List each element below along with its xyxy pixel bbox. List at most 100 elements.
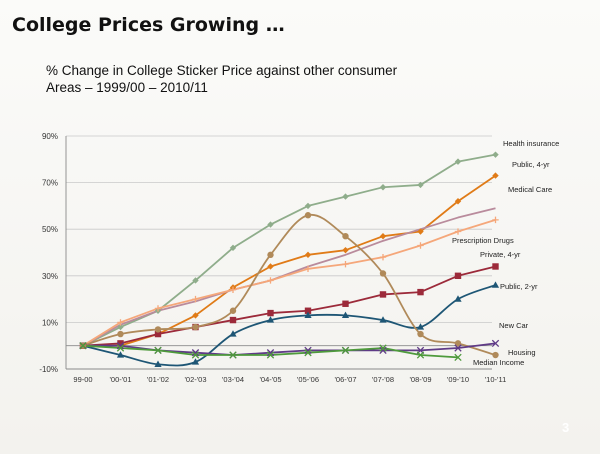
x-tick-label: '05-'06 xyxy=(297,375,319,384)
subtitle-line-2: Areas – 1999/00 – 2010/11 xyxy=(46,80,208,95)
axes: -10% 10% 30% 50% 70% 90% 99-00 '00-'01 '01-'02 '0… xyxy=(39,132,506,384)
y-tick-label: 10% xyxy=(42,318,58,327)
series-label-public-2-yr: Public, 2-yr xyxy=(500,282,538,291)
data-point-new-car xyxy=(417,330,424,338)
series-markers xyxy=(79,151,500,367)
data-point-housing xyxy=(379,346,387,355)
data-point-health-insurance xyxy=(229,244,237,252)
data-point-public-4-yr xyxy=(417,228,424,235)
data-point-new-car xyxy=(492,351,499,359)
data-point-private-4-yr xyxy=(417,288,424,296)
x-tick-label: '01-'02 xyxy=(147,375,169,384)
data-point-public-2-yr xyxy=(341,311,350,319)
data-point-housing xyxy=(191,349,200,357)
y-tick-label: 70% xyxy=(42,179,58,188)
data-point-median-income xyxy=(266,351,275,359)
data-point-median-income xyxy=(304,349,312,357)
data-point-housing xyxy=(454,344,462,352)
y-tick-label: 50% xyxy=(42,225,58,234)
x-tick-label: '06-'07 xyxy=(334,375,356,384)
data-point-health-insurance xyxy=(304,202,312,210)
data-point-public-4-yr xyxy=(304,251,312,259)
y-tick-label: 90% xyxy=(42,132,58,141)
data-point-median-income xyxy=(229,351,237,359)
data-point-new-car xyxy=(304,212,312,219)
series-lines xyxy=(82,153,497,367)
x-tick-label: '00-'01 xyxy=(109,375,131,384)
data-point-public-4-yr xyxy=(192,312,199,319)
data-point-median-income xyxy=(79,342,87,350)
data-point-prescription-drugs xyxy=(379,253,387,261)
chart-subtitle: % Change in College Sticker Price agains… xyxy=(46,62,466,96)
data-point-new-car xyxy=(454,340,462,347)
x-tick-label: '04-'05 xyxy=(259,375,281,384)
data-point-public-4-yr xyxy=(342,246,349,254)
data-point-public-2-yr xyxy=(304,311,312,319)
data-point-public-2-yr xyxy=(191,358,200,365)
series-label-new-car: New Car xyxy=(499,321,529,330)
data-point-prescription-drugs xyxy=(454,228,462,235)
data-point-public-2-yr xyxy=(229,330,237,337)
data-point-health-insurance xyxy=(342,193,349,200)
data-point-median-income xyxy=(379,344,387,352)
data-point-health-insurance xyxy=(267,221,274,228)
data-point-prescription-drugs xyxy=(192,295,199,303)
data-point-housing xyxy=(491,339,500,348)
data-point-public-2-yr xyxy=(154,360,162,367)
data-point-new-car xyxy=(192,323,199,331)
data-point-health-insurance xyxy=(454,158,462,165)
series-label-prescription-drugs: Prescription Drugs xyxy=(452,236,514,245)
x-tick-label: 99-00 xyxy=(73,375,92,384)
data-point-private-4-yr xyxy=(267,309,274,317)
data-point-public-2-yr xyxy=(416,323,425,330)
data-point-public-2-yr xyxy=(491,281,500,288)
data-point-prescription-drugs xyxy=(304,265,312,273)
subtitle-line-1: % Change in College Sticker Price agains… xyxy=(46,63,398,78)
data-point-health-insurance xyxy=(117,323,124,331)
x-tick-label: '10-'11 xyxy=(485,375,507,384)
series-labels: Health insurance Public, 4-yr Medical Care… xyxy=(452,139,559,367)
x-tick-label: '08-'09 xyxy=(409,375,431,384)
data-point-new-car xyxy=(229,307,237,314)
data-point-public-2-yr xyxy=(266,316,275,323)
series-label-health-insurance: Health insurance xyxy=(503,139,559,148)
data-point-housing xyxy=(266,349,275,357)
series-label-median-income: Median Income xyxy=(473,358,524,367)
data-point-private-4-yr xyxy=(154,330,162,338)
data-point-health-insurance xyxy=(379,184,387,191)
data-point-new-car xyxy=(267,251,274,259)
y-tick-label: -10% xyxy=(39,365,58,374)
x-tick-label: '03-'04 xyxy=(222,375,244,384)
data-point-prescription-drugs xyxy=(229,286,237,293)
data-point-median-income xyxy=(116,344,125,352)
data-point-private-4-yr xyxy=(379,291,387,298)
data-point-private-4-yr xyxy=(304,307,312,314)
data-point-median-income xyxy=(341,346,350,355)
data-point-private-4-yr xyxy=(492,263,499,270)
data-point-prescription-drugs xyxy=(117,319,124,326)
gridlines xyxy=(66,135,492,370)
series-label-private-4-yr: Private, 4-yr xyxy=(480,250,521,259)
data-point-private-4-yr xyxy=(229,316,237,324)
data-point-prescription-drugs xyxy=(154,305,162,312)
series-line-medical-care xyxy=(82,207,496,347)
data-point-new-car xyxy=(154,326,162,333)
data-point-public-2-yr xyxy=(379,316,387,323)
data-point-housing xyxy=(116,342,125,350)
data-point-prescription-drugs xyxy=(267,277,274,284)
data-point-public-4-yr xyxy=(267,263,274,270)
data-point-prescription-drugs xyxy=(417,242,424,249)
x-tick-label: '09-'10 xyxy=(447,375,469,384)
series-line-public-2-yr xyxy=(82,284,496,367)
data-point-median-income xyxy=(416,351,425,359)
series-line-prescription-drugs xyxy=(82,219,496,347)
data-point-prescription-drugs xyxy=(492,216,499,224)
data-point-median-income xyxy=(154,346,162,355)
x-tick-label: '07-'08 xyxy=(372,375,394,384)
data-point-private-4-yr xyxy=(454,272,462,279)
data-point-health-insurance xyxy=(192,277,199,284)
series-line-private-4-yr xyxy=(82,265,496,347)
series-label-public-4-yr: Public, 4-yr xyxy=(512,160,550,169)
data-point-health-insurance xyxy=(492,151,499,158)
data-point-public-4-yr xyxy=(379,232,387,240)
